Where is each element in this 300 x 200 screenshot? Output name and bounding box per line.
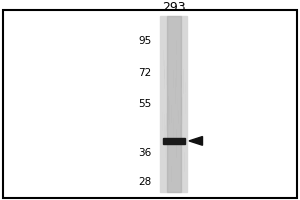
Bar	[160, 16, 188, 192]
Text: 72: 72	[138, 68, 152, 78]
Text: 95: 95	[138, 36, 152, 46]
Bar	[167, 16, 181, 192]
Text: 55: 55	[138, 99, 152, 109]
Bar	[163, 138, 185, 144]
Text: 293: 293	[162, 1, 186, 14]
Text: 36: 36	[138, 148, 152, 158]
Polygon shape	[189, 137, 202, 145]
Text: 28: 28	[138, 177, 152, 187]
